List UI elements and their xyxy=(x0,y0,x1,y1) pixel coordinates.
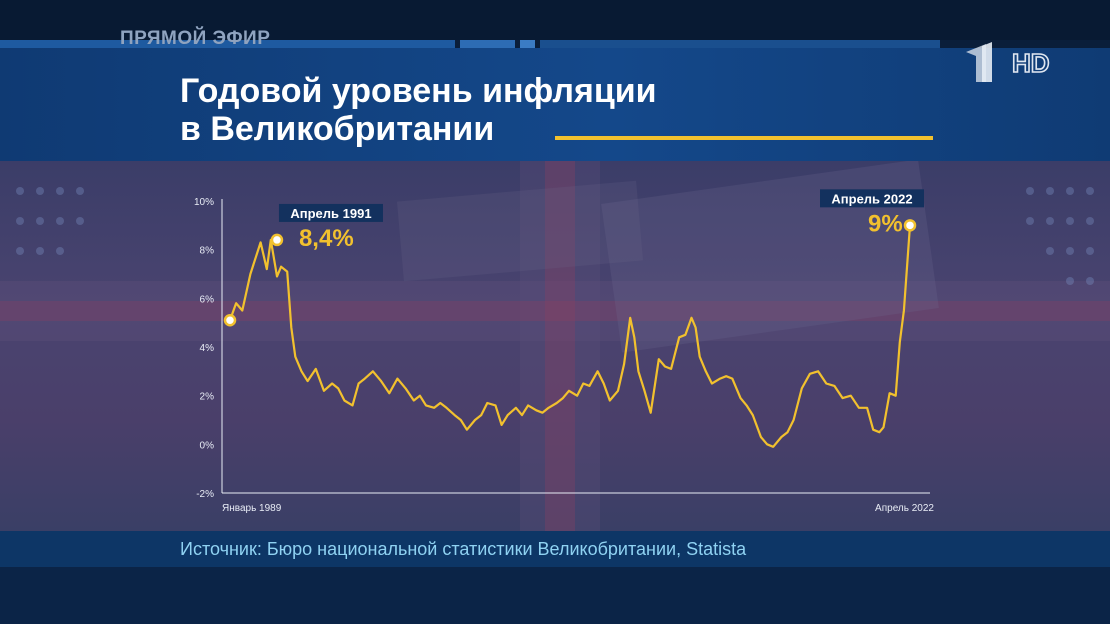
bottom-strip xyxy=(0,567,1110,624)
banknote-flag-backdrop xyxy=(0,161,1110,531)
source-bar xyxy=(0,531,1110,567)
y-tick-label: -2% xyxy=(196,489,214,500)
header-stripes xyxy=(0,40,940,50)
annotated-point-marker xyxy=(903,219,917,232)
channel-one-hd-logo: HD xyxy=(966,42,1050,82)
svg-text:HD: HD xyxy=(1012,48,1050,78)
annotation-label-background xyxy=(278,203,383,222)
annotation-date-label: Апрель 2022 xyxy=(831,191,912,206)
y-tick-label: 4% xyxy=(200,343,215,354)
y-tick-label: 0% xyxy=(200,440,215,451)
y-tick-label: 8% xyxy=(200,246,215,257)
title-panel xyxy=(0,48,1110,161)
y-tick-label: 10% xyxy=(194,197,214,208)
annotation-2: Апрель 2022 9% xyxy=(820,189,924,237)
start-point-marker xyxy=(223,313,237,327)
annotation-date-label: Апрель 1991 xyxy=(290,206,371,221)
y-tick-label: 6% xyxy=(200,294,215,305)
title-underline xyxy=(555,136,933,140)
live-label: ПРЯМОЙ ЭФИР xyxy=(120,28,271,49)
inflation-line-chart: 10% 8% 6% 4% 2% 0% -2% Январь 1989 Апрель 2022… xyxy=(194,189,934,514)
annotation-value-label: 8,4% xyxy=(299,225,354,252)
source-caption: Источник: Бюро национальной статистики В… xyxy=(180,539,747,559)
annotation-value-label: 9% xyxy=(868,210,903,237)
top-strip xyxy=(0,0,1110,40)
chart-background xyxy=(0,161,1110,531)
x-tick-label-end: Апрель 2022 xyxy=(875,503,934,514)
x-tick-label-start: Январь 1989 xyxy=(222,503,282,514)
annotation-1: Апрель 1991 8,4% xyxy=(278,203,383,252)
y-tick-label: 2% xyxy=(200,392,215,403)
inflation-series-line xyxy=(228,225,912,448)
chart-title: Годовой уровень инфляции в Великобритани… xyxy=(180,72,657,148)
annotation-label-background xyxy=(820,189,924,208)
annotated-point-marker xyxy=(270,233,284,247)
